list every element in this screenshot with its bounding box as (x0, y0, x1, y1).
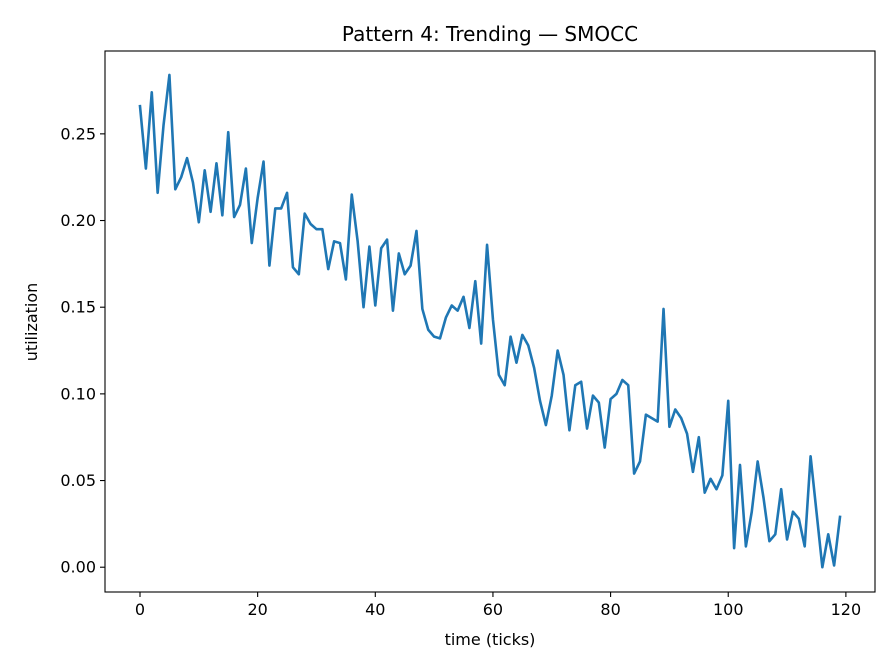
x-tick-label: 80 (600, 600, 620, 619)
x-tick-label: 20 (247, 600, 267, 619)
y-tick-label: 0.10 (60, 384, 96, 403)
chart-title: Pattern 4: Trending — SMOCC (342, 22, 638, 46)
x-tick-label: 0 (135, 600, 145, 619)
y-tick-label: 0.25 (60, 124, 96, 143)
y-tick-label: 0.05 (60, 471, 96, 490)
x-tick-label: 120 (831, 600, 862, 619)
x-axis-label: time (ticks) (445, 630, 536, 649)
y-tick-label: 0.20 (60, 211, 96, 230)
axes: 0 20 40 60 80 100 120 0.00 0.05 0.10 0.15 0.20 0.25 (60, 50, 876, 619)
y-tick-label: 0.00 (60, 558, 96, 577)
y-axis-label: utilization (22, 283, 41, 362)
x-tick-label: 100 (713, 600, 744, 619)
series-line-0 (138, 73, 842, 569)
y-tick-label: 0.15 (60, 298, 96, 317)
plot-area (138, 73, 842, 569)
x-tick-label: 60 (483, 600, 503, 619)
x-tick-label: 40 (365, 600, 385, 619)
axes-frame (104, 50, 876, 593)
